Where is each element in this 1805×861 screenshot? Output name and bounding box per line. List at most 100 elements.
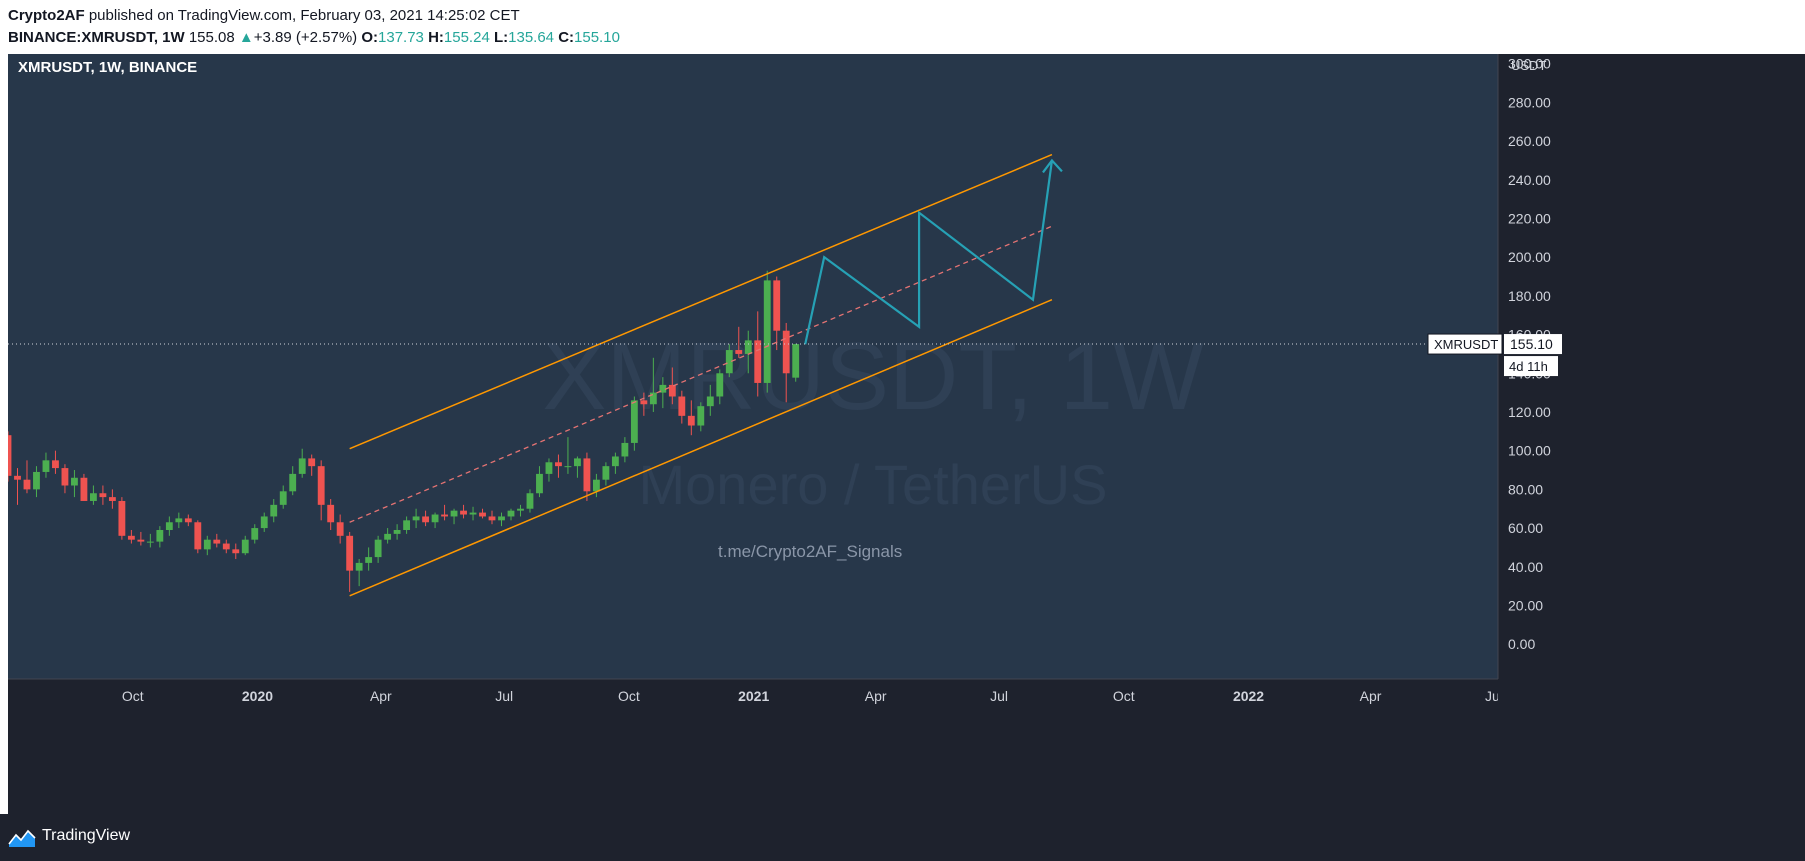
price-tick-label: 280.00 (1508, 94, 1551, 110)
candle-body (42, 460, 50, 472)
candle-body (241, 539, 249, 554)
countdown-box (1504, 356, 1558, 377)
candle-body (659, 384, 667, 393)
candle-body (61, 468, 69, 486)
candle-body (260, 516, 268, 529)
candle-body (127, 535, 135, 540)
tradingview-logo-icon[interactable] (8, 828, 36, 848)
candle-body (697, 406, 705, 426)
candle-body (450, 510, 458, 517)
time-tick-label: Jul (990, 688, 1008, 704)
candle-body (460, 510, 467, 515)
chart-area[interactable]: XMRUSDT, 1W Monero / TetherUS t.me/Crypt… (8, 54, 1805, 814)
price-chart[interactable]: XMRUSDT, 1W Monero / TetherUS t.me/Crypt… (8, 54, 1805, 814)
candle-body (687, 415, 695, 426)
candle-body (792, 344, 800, 378)
high-label: H: (428, 29, 444, 46)
price-tick-label: 120.00 (1508, 404, 1551, 420)
candle-body (744, 340, 752, 354)
time-tick-label: Oct (122, 688, 144, 704)
candle-body (137, 539, 145, 542)
price-tick-label: 40.00 (1508, 559, 1543, 575)
candle-body (602, 466, 610, 480)
price-tick-label: 220.00 (1508, 210, 1551, 226)
candle-body (592, 479, 600, 492)
last-price-tag: XMRUSDT 155.10 4d 11h (1427, 333, 1562, 377)
candle-body (146, 541, 154, 543)
signals-annotation[interactable]: t.me/Crypto2AF_Signals (718, 542, 902, 561)
candle-body (232, 549, 240, 554)
author-name[interactable]: Crypto2AF (8, 7, 85, 24)
candle-body (545, 462, 553, 474)
candle-body (175, 518, 183, 523)
candle-body (725, 350, 733, 374)
candle-body (279, 491, 287, 505)
price-tick-label: 300.00 (1508, 56, 1551, 72)
candle-body (431, 514, 439, 523)
time-tick-label: 2021 (738, 688, 769, 704)
candle-body (668, 384, 676, 397)
ohlc-line: BINANCE:XMRUSDT, 1W 155.08 ▲+3.89 (+2.57… (8, 29, 620, 46)
watermark-description: Monero / TetherUS (639, 453, 1108, 516)
candle-body (336, 522, 344, 536)
chart-title: XMRUSDT, 1W, BINANCE (18, 59, 197, 76)
candle-body (346, 535, 354, 571)
candle-body (782, 330, 790, 374)
high-value: 155.24 (443, 29, 490, 46)
arrow-head-icon[interactable] (1042, 158, 1063, 174)
watermark-symbol: XMRUSDT, 1W (542, 323, 1204, 430)
candle-body (194, 522, 202, 550)
low-label: L: (493, 29, 509, 46)
time-tick-label: 2020 (242, 688, 273, 704)
projection-path[interactable] (804, 160, 1054, 345)
candle-body (89, 493, 97, 501)
open-value: 137.73 (378, 29, 424, 46)
symbol-label: BINANCE:XMRUSDT, 1W (8, 29, 185, 46)
candle-body (52, 460, 59, 469)
candle-body (412, 516, 420, 521)
price-tag-box (1504, 334, 1562, 355)
price-tick-label: 20.00 (1508, 597, 1543, 613)
channel-upper-line[interactable] (349, 153, 1053, 450)
price-tick-label: 100.00 (1508, 443, 1551, 459)
price-tag-value: 155.10 (1510, 336, 1553, 352)
candle-body (384, 533, 392, 540)
time-tick-label: Apr (370, 688, 392, 704)
time-tick-label: 2022 (1233, 688, 1264, 704)
channel-mid-line[interactable] (349, 225, 1053, 523)
up-triangle-icon: ▲ (238, 29, 254, 46)
close-value: 155.10 (574, 29, 620, 46)
candle-body (630, 400, 638, 443)
tradingview-brand[interactable]: TradingView (42, 827, 131, 844)
candle-body (365, 557, 373, 563)
candle-body (184, 518, 192, 523)
candle-body (469, 512, 477, 515)
symbol-tag-label: XMRUSDT (1434, 337, 1498, 352)
candle-body (621, 442, 629, 457)
candle-body (773, 280, 781, 331)
candle-body (517, 508, 524, 511)
time-tick-label: Oct (1113, 688, 1135, 704)
price-tick-label: 60.00 (1508, 520, 1543, 536)
candle-body (716, 373, 724, 397)
price-tick-label: 200.00 (1508, 249, 1551, 265)
price-tick-label: 240.00 (1508, 172, 1551, 188)
candle-body (108, 497, 116, 501)
candle-body (33, 471, 40, 490)
drawings-layer[interactable] (8, 153, 1498, 597)
candle-body (251, 528, 259, 540)
price-tick-label: 80.00 (1508, 481, 1543, 497)
price-axis[interactable]: 300.00 280.00 260.00 240.00 220.00 200.00 180.… (1497, 54, 1805, 814)
candle-body (270, 504, 278, 517)
price-tick-label: 0.00 (1508, 636, 1535, 652)
last-price: 155.08 (188, 29, 235, 46)
candle-body (222, 543, 230, 550)
time-tick-label: Apr (865, 688, 887, 704)
candle-body (203, 539, 211, 550)
candle-body (564, 466, 572, 468)
candle-body (640, 400, 648, 405)
channel-lower-line[interactable] (349, 299, 1053, 597)
low-value: 135.64 (508, 29, 555, 46)
candle-body (526, 493, 534, 509)
candle-body (23, 479, 31, 490)
